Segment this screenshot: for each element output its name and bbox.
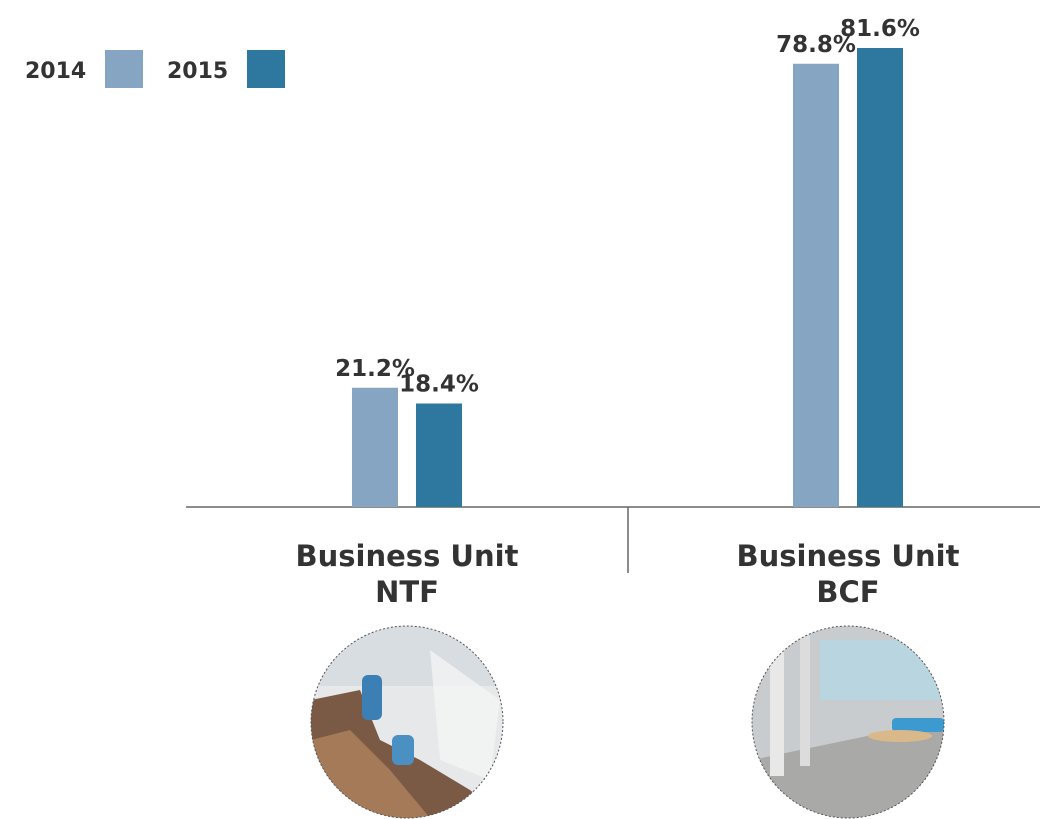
- legend-swatch: [105, 50, 143, 88]
- value-label: 18.4%: [399, 372, 479, 398]
- bar: [416, 403, 462, 507]
- photo-frame: [310, 625, 504, 819]
- value-label: 21.2%: [335, 356, 415, 382]
- ntf-photo: [311, 626, 503, 818]
- photo-frame: [751, 625, 945, 819]
- bar: [857, 48, 903, 507]
- bar: [793, 63, 839, 507]
- category-label: Business Unit BCF: [736, 539, 960, 609]
- bcf-photo: [752, 626, 944, 818]
- value-label: 78.8%: [776, 32, 856, 58]
- legend-label: 2015: [167, 59, 228, 84]
- bar: [352, 387, 398, 507]
- value-label: 81.6%: [840, 16, 920, 42]
- legend-label: 2014: [25, 59, 86, 84]
- legend-swatch: [247, 50, 285, 88]
- category-label: Business Unit NTF: [295, 539, 519, 609]
